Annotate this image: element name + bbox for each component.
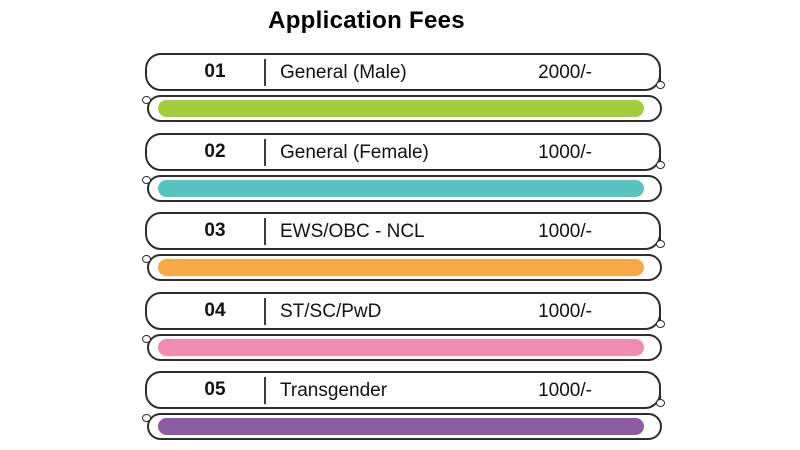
connector-dot-left (142, 335, 151, 343)
fee-bar-track (147, 413, 662, 440)
connector-dot-left (142, 414, 151, 422)
fee-row: 04 ST/SC/PwD 1000/- (142, 292, 665, 362)
fee-row-number: 03 (204, 220, 226, 241)
fee-amount: 2000/- (538, 62, 592, 83)
fee-amount: 1000/- (538, 221, 592, 242)
connector-dot-right (656, 81, 665, 89)
connector-dot-left (142, 176, 151, 184)
fee-category-label: Transgender (280, 380, 388, 401)
connector-dot-left (142, 255, 151, 263)
fee-category-label: EWS/OBC - NCL (280, 221, 425, 242)
fee-row-header: 01 General (Male) 2000/- (145, 53, 661, 91)
fee-row: 05 Transgender 1000/- (142, 371, 665, 441)
connector-dot-right (656, 161, 665, 169)
divider-line (264, 218, 266, 245)
fee-color-bar (158, 418, 644, 435)
fee-bar-track (147, 334, 662, 361)
fee-color-bar (158, 339, 644, 356)
connector-dot-right (656, 240, 665, 248)
fee-color-bar (158, 100, 644, 117)
fee-row: 02 General (Female) 1000/- (142, 133, 665, 203)
divider-line (264, 59, 266, 86)
fee-row-number: 05 (204, 379, 226, 400)
connector-dot-left (142, 96, 151, 104)
fee-row-header: 02 General (Female) 1000/- (145, 133, 661, 171)
fee-row-number: 04 (204, 300, 226, 321)
fee-amount: 1000/- (538, 380, 592, 401)
divider-line (264, 139, 266, 166)
fee-row: 01 General (Male) 2000/- (142, 53, 665, 123)
fee-bar-track (147, 95, 662, 122)
fee-row-header: 04 ST/SC/PwD 1000/- (145, 292, 661, 330)
fee-amount: 1000/- (538, 142, 592, 163)
fee-row-number: 01 (204, 61, 226, 82)
fee-row: 03 EWS/OBC - NCL 1000/- (142, 212, 665, 282)
page-title: Application Fees (268, 7, 465, 34)
divider-line (264, 377, 266, 404)
fee-amount: 1000/- (538, 301, 592, 322)
connector-dot-right (656, 399, 665, 407)
divider-line (264, 298, 266, 325)
fee-bar-track (147, 254, 662, 281)
fee-row-number: 02 (204, 141, 226, 162)
fee-category-label: General (Male) (280, 62, 407, 83)
fee-category-label: General (Female) (280, 142, 429, 163)
fee-color-bar (158, 259, 644, 276)
fee-category-label: ST/SC/PwD (280, 301, 382, 322)
fee-row-header: 03 EWS/OBC - NCL 1000/- (145, 212, 661, 250)
fee-color-bar (158, 180, 644, 197)
fee-bar-track (147, 175, 662, 202)
fee-row-header: 05 Transgender 1000/- (145, 371, 661, 409)
connector-dot-right (656, 320, 665, 328)
